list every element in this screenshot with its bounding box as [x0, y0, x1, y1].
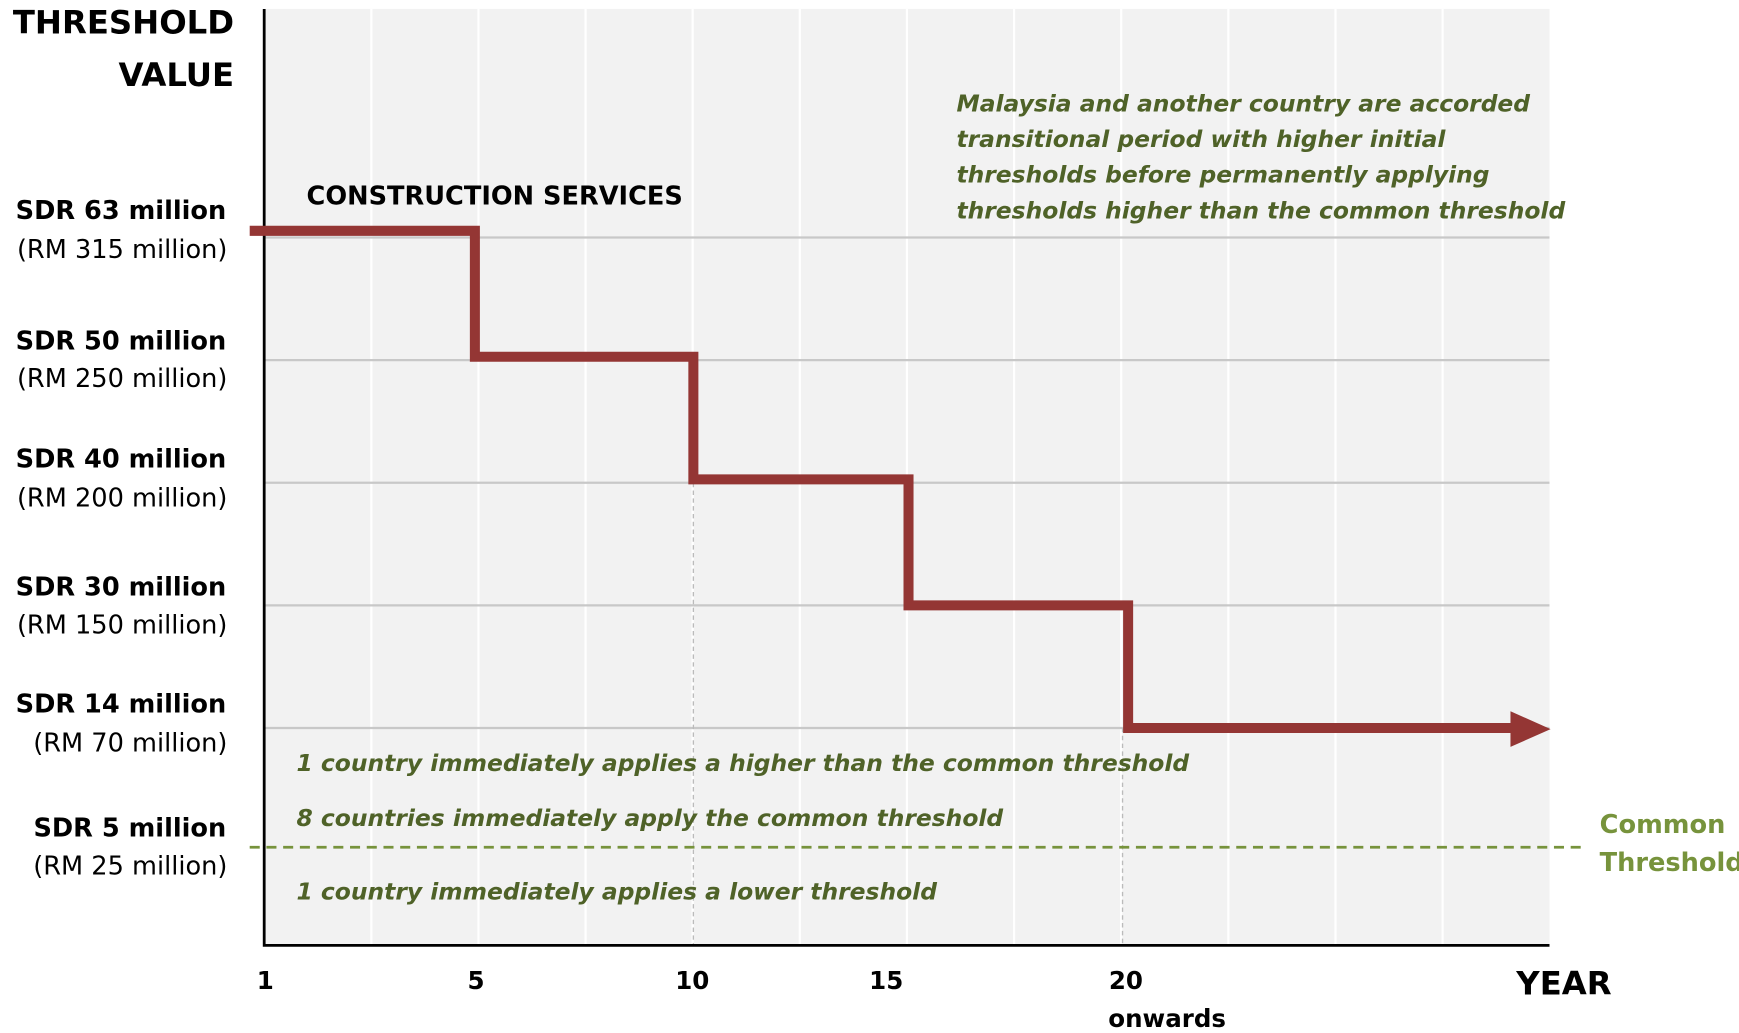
- level-sdr: SDR 63 million: [16, 196, 227, 226]
- level-rm: (RM 315 million): [17, 235, 227, 265]
- annotation: 8 countries immediately apply the common…: [297, 804, 1004, 832]
- annotation: 1 country immediately applies a higher t…: [297, 749, 1190, 777]
- x-tick-label: 10: [675, 966, 709, 995]
- level-sdr: SDR 14 million: [16, 690, 227, 720]
- x-tick-label: 1: [257, 966, 274, 995]
- x-tick-note: onwards: [1108, 1004, 1226, 1029]
- level-rm: (RM 200 million): [17, 483, 227, 513]
- level-rm: (RM 150 million): [17, 611, 227, 641]
- annotation: Malaysia and another country are accorde…: [956, 89, 1530, 117]
- x-tick-label: 20: [1109, 966, 1143, 995]
- annotation: transitional period with higher initial: [956, 125, 1446, 153]
- year-guides: [692, 482, 1124, 946]
- annotation: thresholds higher than the common thresh…: [956, 196, 1565, 224]
- common-threshold-label: Common: [1600, 810, 1726, 840]
- y-title: VALUE: [119, 56, 235, 94]
- step-line: [249, 225, 1517, 733]
- axes: [262, 8, 1550, 947]
- level-rm: (RM 70 million): [33, 729, 227, 759]
- y-title: THRESHOLD: [13, 4, 234, 42]
- series-label: CONSTRUCTION SERVICES: [307, 181, 683, 211]
- level-sdr: SDR 30 million: [16, 573, 227, 603]
- annotation: thresholds before permanently applying: [956, 161, 1489, 189]
- annotation: 1 country immediately applies a lower th…: [297, 877, 938, 905]
- x-tick-label: 5: [467, 966, 484, 995]
- level-sdr: SDR 40 million: [16, 444, 227, 474]
- vertical-grid: [370, 8, 1444, 946]
- level-sdr: SDR 50 million: [16, 326, 227, 356]
- x-title: YEAR: [1515, 964, 1611, 1002]
- level-sdr: SDR 5 million: [33, 813, 226, 843]
- x-tick-label: 15: [869, 966, 903, 995]
- common-threshold-label: Threshold: [1600, 848, 1739, 878]
- arrow-head: [1510, 711, 1551, 747]
- level-rm: (RM 25 million): [33, 851, 227, 881]
- level-rm: (RM 250 million): [17, 364, 227, 394]
